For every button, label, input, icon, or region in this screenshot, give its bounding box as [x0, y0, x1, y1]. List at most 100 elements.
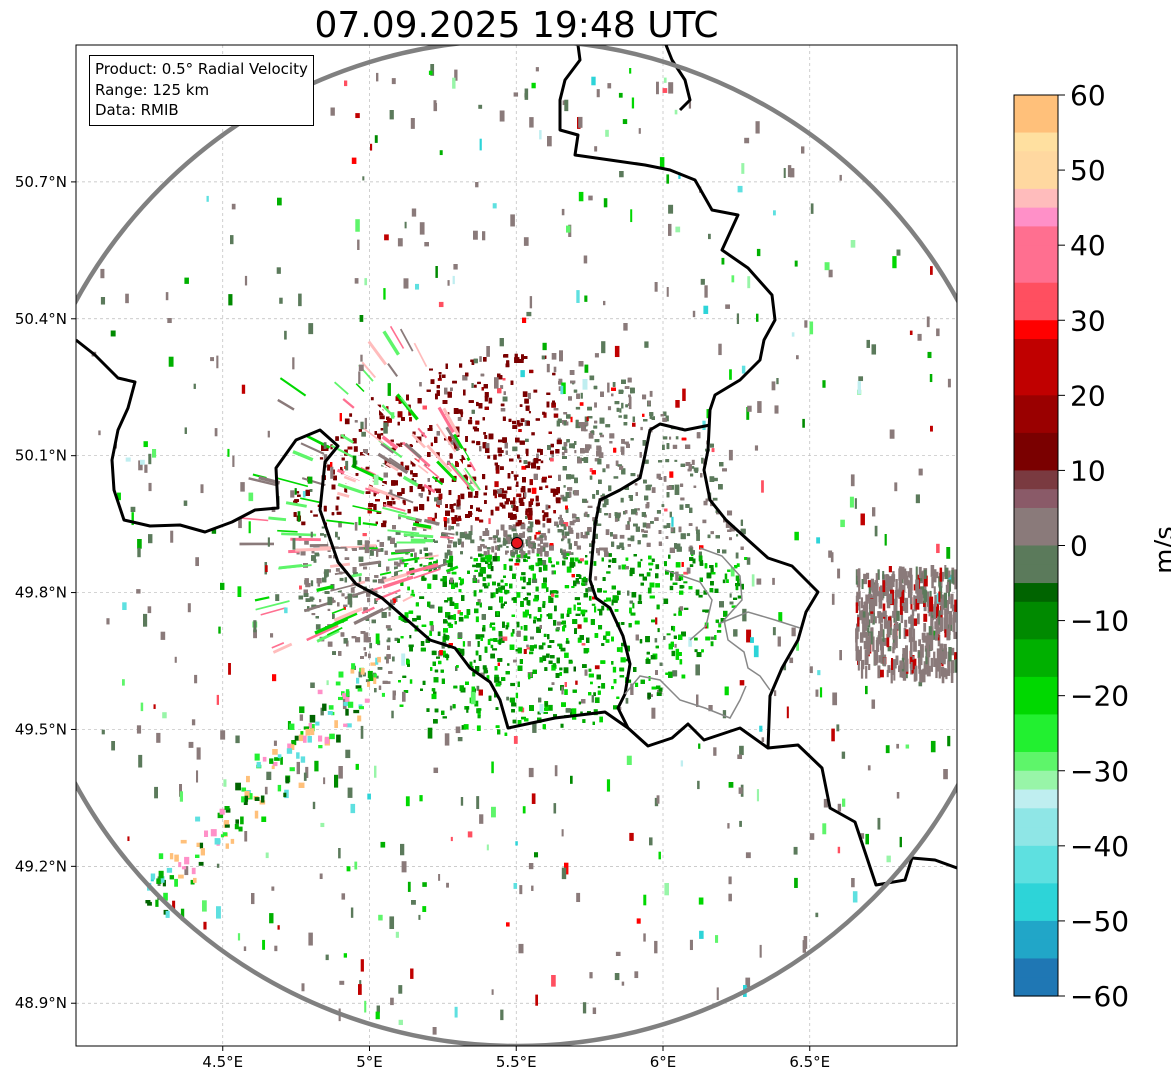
echo-pixel	[613, 534, 618, 539]
echo-pixel	[695, 526, 698, 531]
echo-pixel	[525, 448, 529, 454]
echo-pixel	[407, 509, 411, 514]
echo-pixel	[665, 570, 669, 575]
echo-pixel	[385, 625, 391, 629]
echo-pixel	[525, 405, 530, 411]
echo-pixel	[368, 653, 371, 659]
echo-pixel	[640, 558, 643, 562]
echo-pixel	[635, 512, 638, 516]
echo-pixel	[599, 432, 603, 436]
echo-pixel	[556, 420, 561, 427]
echo-pixel	[506, 622, 510, 628]
echo-pixel	[737, 595, 743, 599]
echo-pixel	[716, 630, 722, 633]
echo-pixel	[320, 533, 324, 536]
echo-pixel	[464, 615, 469, 619]
echo-pixel	[683, 607, 689, 610]
echo-pixel	[683, 571, 689, 575]
echo-pixel	[432, 539, 435, 543]
echo-pixel	[488, 518, 491, 525]
echo-pixel	[620, 497, 624, 503]
echo-pixel	[545, 485, 549, 489]
echo-pixel	[476, 725, 481, 731]
echo-pixel	[535, 562, 538, 566]
echo-pixel	[449, 705, 453, 711]
echo-pixel	[710, 531, 714, 535]
echo-pixel	[454, 603, 459, 609]
echo-pixel	[469, 661, 473, 667]
echo-pixel	[514, 563, 520, 566]
echo-pixel	[521, 572, 526, 576]
echo-pixel	[426, 496, 430, 502]
echo-pixel	[421, 575, 425, 579]
echo-pixel	[674, 643, 677, 648]
echo-pixel	[671, 650, 676, 657]
echo-pixel	[518, 457, 522, 460]
echo-pixel	[548, 595, 552, 599]
echo-pixel	[672, 444, 678, 449]
echo-pixel	[663, 525, 668, 529]
echo-pixel	[574, 450, 577, 454]
echo-pixel	[594, 402, 597, 408]
echo-pixel	[372, 579, 377, 583]
echo-pixel	[310, 510, 313, 513]
echo-pixel	[409, 635, 412, 639]
echo-pixel	[441, 646, 445, 649]
echo-pixel	[576, 545, 582, 550]
echo-pixel	[612, 666, 617, 673]
echo-pixel	[651, 487, 656, 493]
echo-pixel	[548, 704, 553, 711]
echo-pixel	[304, 540, 309, 545]
echo-pixel	[563, 667, 569, 674]
echo-pixel	[494, 666, 498, 671]
echo-pixel	[683, 581, 688, 584]
echo-pixel	[741, 583, 744, 590]
echo-pixel	[616, 545, 621, 550]
echo-pixel	[643, 530, 648, 533]
echo-pixel	[574, 541, 578, 547]
echo-pixel	[379, 542, 385, 547]
echo-pixel	[478, 572, 484, 577]
echo-pixel	[569, 521, 575, 526]
echo-pixel	[365, 679, 370, 683]
echo-pixel	[619, 534, 625, 539]
echo-pixel	[404, 465, 410, 471]
echo-pixel	[463, 724, 469, 730]
echo-pixel	[564, 689, 568, 695]
echo-pixel	[435, 393, 438, 400]
echo-pixel	[410, 553, 414, 557]
echo-pixel	[528, 520, 531, 524]
echo-pixel	[583, 593, 588, 598]
echo-pixel	[662, 444, 665, 450]
echo-pixel	[647, 587, 652, 594]
echo-pixel	[556, 627, 560, 630]
echo-pixel	[467, 464, 472, 468]
echo-pixel	[463, 474, 468, 481]
echo-pixel	[666, 633, 671, 636]
echo-pixel	[475, 650, 479, 656]
echo-pixel	[736, 563, 740, 567]
echo-pixel	[512, 524, 517, 529]
echo-pixel	[543, 412, 547, 418]
echo-pixel	[528, 411, 531, 414]
echo-pixel	[608, 553, 612, 557]
echo-pixel	[533, 389, 538, 393]
echo-pixel	[627, 537, 633, 541]
echo-pixel	[437, 378, 442, 381]
echo-pixel	[656, 510, 661, 514]
echo-pixel	[388, 604, 392, 611]
echo-pixel	[319, 599, 322, 603]
echo-pixel	[634, 508, 638, 513]
echo-pixel	[580, 392, 583, 399]
echo-pixel	[619, 408, 622, 413]
echo-pixel	[506, 546, 509, 549]
echo-pixel	[510, 682, 516, 687]
echo-pixel	[460, 493, 465, 500]
echo-pixel	[577, 624, 582, 629]
echo-pixel	[527, 556, 531, 559]
echo-pixel	[322, 577, 327, 583]
echo-pixel	[689, 564, 694, 568]
echo-pixel	[358, 576, 362, 583]
echo-pixel	[462, 641, 466, 647]
